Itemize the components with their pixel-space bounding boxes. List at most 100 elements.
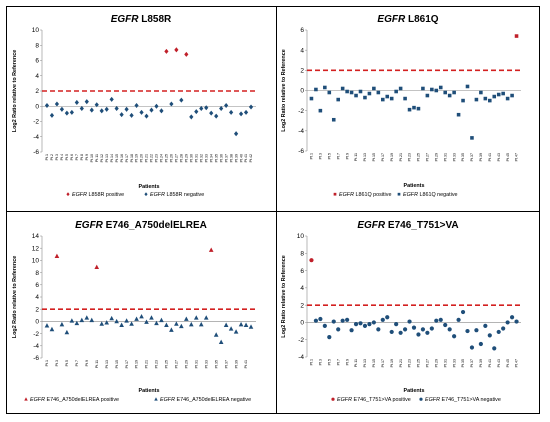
negative-point xyxy=(169,327,174,332)
y-tick-label: 0 xyxy=(35,319,39,326)
negative-point xyxy=(483,323,488,328)
chart-panel-e746-a750del: EGFR E746_A750delELREA -6 -4 -2 0 2 4 6 8 10 12 14 L… xyxy=(12,220,256,403)
legend-negative-label: EGFR L861Q negative xyxy=(403,192,458,198)
x-axis-label: Patients xyxy=(404,183,425,189)
y-tick-label: 0 xyxy=(300,88,304,95)
x-tick-label: Pt.31 xyxy=(443,359,447,367)
negative-point xyxy=(159,108,164,114)
x-tick-label: Pt.41 xyxy=(244,154,248,162)
negative-point xyxy=(469,345,475,350)
x-tick-label: Pt.29 xyxy=(185,360,189,368)
negative-point xyxy=(509,315,515,320)
x-tick-label: Pt.19 xyxy=(135,154,139,162)
x-tick-label: Pt.30 xyxy=(190,154,194,162)
negative-point xyxy=(505,96,510,101)
negative-point xyxy=(456,112,461,117)
y-tick-label: 0 xyxy=(300,320,304,327)
legend-positive-label: EGFR E746_A750delELREA positive xyxy=(30,397,119,403)
x-tick-label: Pt.9 xyxy=(85,360,89,366)
positive-point xyxy=(174,47,179,53)
negative-point xyxy=(398,86,403,91)
x-tick-label: Pt.19 xyxy=(390,359,394,367)
negative-point xyxy=(114,318,119,324)
negative-point xyxy=(49,326,55,332)
negative-point xyxy=(510,93,514,98)
negative-point xyxy=(119,112,124,118)
positive-point xyxy=(309,258,314,263)
negative-point xyxy=(109,315,114,321)
x-tick-label: Pt.19 xyxy=(390,153,394,161)
negative-point xyxy=(438,85,443,90)
negative-point xyxy=(214,113,219,119)
y-tick-label: 12 xyxy=(32,245,40,252)
x-tick-label: Pt.21 xyxy=(399,153,403,161)
negative-point xyxy=(243,109,249,115)
x-tick-label: Pt.13 xyxy=(105,154,109,162)
chart-title: EGFR L861Q xyxy=(377,14,438,25)
negative-point xyxy=(44,323,50,328)
y-tick-label: -6 xyxy=(298,148,304,155)
negative-point xyxy=(443,322,448,328)
x-tick-label: Pt.2 xyxy=(50,154,54,160)
negative-point xyxy=(193,315,199,320)
x-tick-label: Pt.29 xyxy=(434,153,438,161)
x-tick-label: Pt.35 xyxy=(214,154,218,162)
x-tick-label: Pt.39 xyxy=(479,359,483,367)
negative-point xyxy=(44,102,50,109)
negative-point xyxy=(318,108,323,113)
x-axis-label: Patients xyxy=(139,388,160,394)
x-tick-label: Pt.41 xyxy=(244,360,248,368)
x-tick-label: Pt.6 xyxy=(70,154,74,160)
y-tick-label: 8 xyxy=(35,42,39,49)
negative-point xyxy=(403,96,407,101)
negative-point xyxy=(104,106,109,112)
x-tick-label: Pt.16 xyxy=(120,154,124,162)
x-tick-label: Pt.43 xyxy=(497,359,501,367)
negative-point xyxy=(129,321,134,326)
negative-point xyxy=(144,113,149,119)
negative-point xyxy=(483,96,488,101)
negative-point xyxy=(189,114,194,120)
negative-point xyxy=(233,131,239,137)
negative-point xyxy=(376,327,381,332)
x-tick-label: Pt.45 xyxy=(506,153,510,161)
x-tick-label: Pt.37 xyxy=(470,153,474,161)
negative-point xyxy=(238,111,244,117)
negative-point xyxy=(452,334,457,339)
x-tick-label: Pt.13 xyxy=(363,153,367,161)
negative-point xyxy=(492,346,497,351)
x-tick-label: Pt.37 xyxy=(224,154,228,162)
negative-point xyxy=(479,90,483,95)
negative-point xyxy=(367,91,372,96)
y-tick-label: 0 xyxy=(35,103,39,110)
x-tick-label: Pt.15 xyxy=(372,153,376,161)
y-tick-label: -2 xyxy=(298,108,304,115)
negative-point xyxy=(340,86,345,91)
negative-point xyxy=(443,90,447,95)
x-tick-label: Pt.38 xyxy=(229,154,233,162)
x-tick-label: Pt.18 xyxy=(130,154,134,162)
x-tick-label: Pt.15 xyxy=(115,154,119,162)
negative-point xyxy=(154,103,159,109)
legend-positive-label: EGFR E746_T751>VA positive xyxy=(337,397,411,403)
negative-point xyxy=(323,85,327,90)
negative-point xyxy=(149,107,154,113)
negative-point xyxy=(460,309,466,315)
y-tick-label: 6 xyxy=(35,58,39,65)
y-tick-label: 6 xyxy=(300,27,304,34)
negative-point xyxy=(452,90,456,95)
negative-point xyxy=(313,318,319,323)
negative-point xyxy=(372,86,376,91)
x-tick-label: Pt.39 xyxy=(234,360,238,368)
negative-point xyxy=(164,322,169,327)
x-tick-label: Pt.9 xyxy=(85,154,89,160)
negative-point xyxy=(425,93,430,98)
negative-point xyxy=(496,329,501,335)
negative-point xyxy=(194,109,199,115)
negative-point xyxy=(228,326,234,331)
negative-point xyxy=(421,86,425,91)
negative-point xyxy=(487,333,492,338)
y-tick-label: 2 xyxy=(35,88,39,95)
x-tick-label: Pt.5 xyxy=(65,360,69,366)
negative-point xyxy=(144,319,149,324)
